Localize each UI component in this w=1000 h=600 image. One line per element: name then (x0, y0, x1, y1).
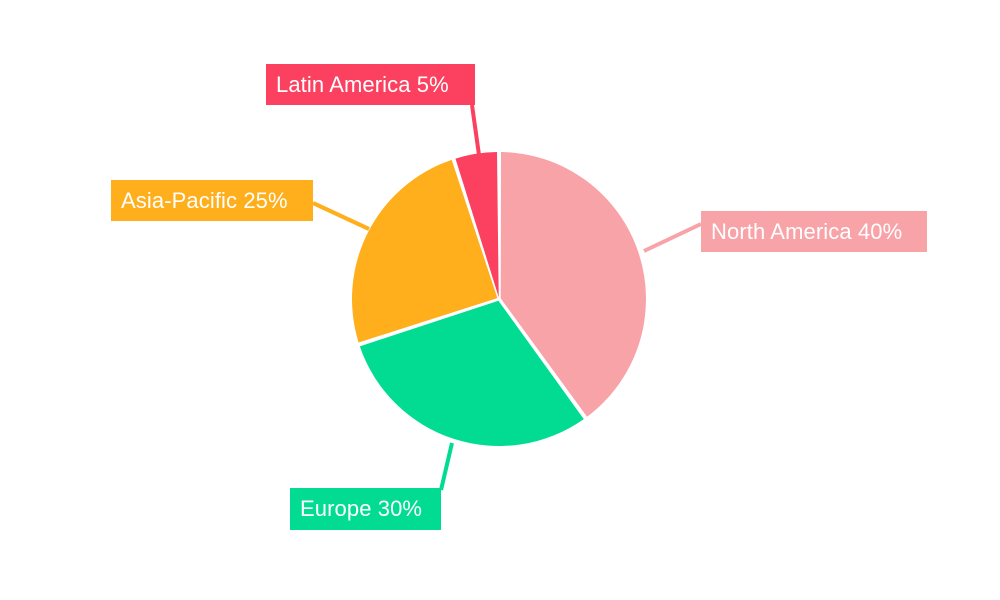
slice-label-europe[interactable]: Europe 30% (290, 488, 441, 530)
slice-label-text: Europe 30% (300, 496, 423, 521)
pie-slice[interactable] (352, 159, 498, 343)
slice-label-text: Latin America 5% (276, 71, 449, 97)
slice-label-north-america[interactable]: North America 40% (701, 211, 927, 252)
slice-leader-line (312, 201, 370, 231)
pie-slice-group (352, 152, 647, 446)
slice-leader-line (643, 222, 702, 253)
slice-label-text: Asia-Pacific 25% (121, 187, 288, 213)
slice-label-asia-pacific[interactable]: Asia-Pacific 25% (111, 180, 313, 221)
leader-line-group (312, 104, 702, 491)
pie-slice[interactable] (455, 152, 499, 298)
pie-slice[interactable] (359, 300, 584, 446)
slice-leader-line (439, 442, 454, 491)
slice-label-latin-america[interactable]: Latin America 5% (266, 64, 475, 105)
slice-leader-line (470, 104, 481, 156)
pie-slice[interactable] (500, 152, 647, 417)
slice-label-text: North America 40% (711, 218, 903, 244)
